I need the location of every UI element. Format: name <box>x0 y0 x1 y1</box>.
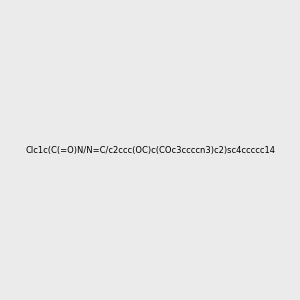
Text: Clc1c(C(=O)N/N=C/c2ccc(OC)c(COc3ccccn3)c2)sc4ccccc14: Clc1c(C(=O)N/N=C/c2ccc(OC)c(COc3ccccn3)c… <box>25 146 275 154</box>
